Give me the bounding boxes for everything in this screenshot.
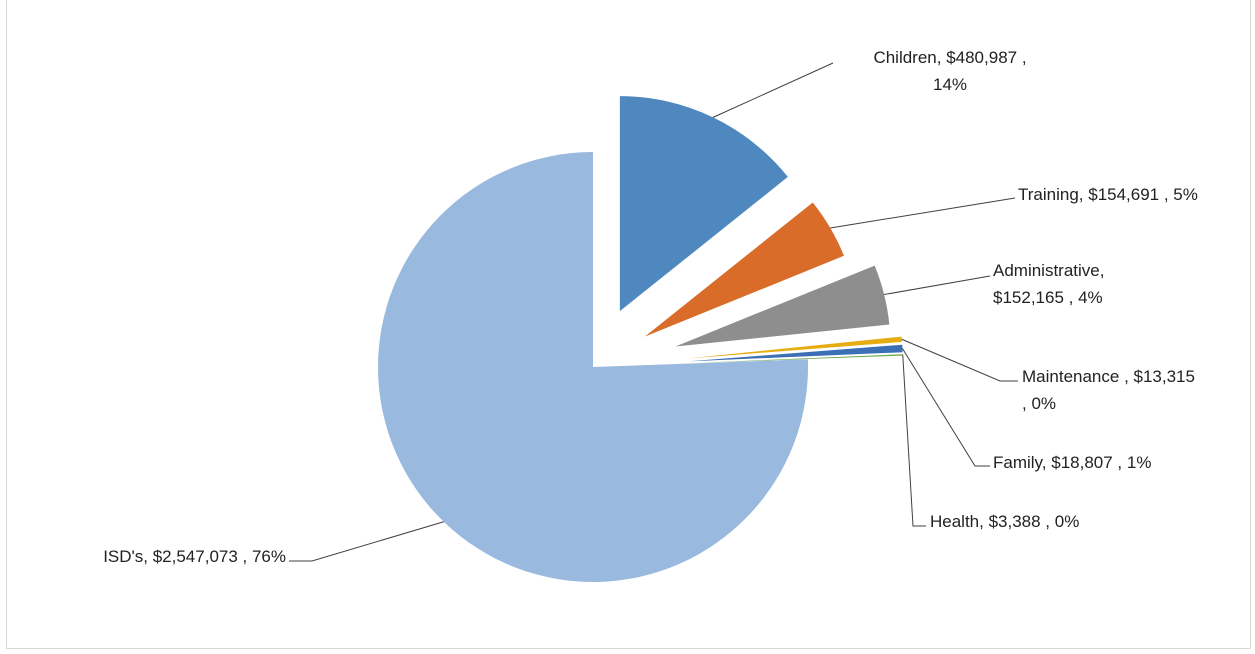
pie-slice-family: [687, 344, 903, 362]
leader-line-maintenance: [901, 338, 1018, 382]
leader-line-isd-s: [289, 521, 444, 562]
leader-line-training: [830, 197, 1016, 229]
pie-slice-health: [687, 354, 903, 364]
leader-line-children: [712, 62, 834, 118]
data-label-training: Training, $154,691 , 5%: [1018, 185, 1198, 204]
data-label-line: Training, $154,691 , 5%: [1018, 185, 1198, 204]
leader-line-administrative: [884, 275, 991, 296]
data-label-line: Administrative,: [993, 261, 1104, 280]
data-label-line: $152,165 , 4%: [993, 288, 1103, 307]
pie-slice-administrative: [675, 265, 890, 347]
data-label-line: , 0%: [1022, 394, 1056, 413]
data-label-health: Health, $3,388 , 0%: [930, 512, 1079, 531]
data-label-children: Children, $480,987 , 14%: [873, 48, 1026, 94]
data-label-maintenance: Maintenance , $13,315 , 0%: [1022, 367, 1195, 413]
data-label-line: 14%: [933, 75, 967, 94]
data-label-line: Children, $480,987 ,: [873, 48, 1026, 67]
data-label-line: ISD's, $2,547,073 , 76%: [103, 547, 286, 566]
data-label-line: Family, $18,807 , 1%: [993, 453, 1151, 472]
pie-slice-children: [619, 96, 788, 312]
leader-line-health: [902, 354, 926, 527]
pie-slice-isd-s: [378, 152, 808, 582]
pie-slice-maintenance: [687, 336, 902, 359]
data-label-line: Health, $3,388 , 0%: [930, 512, 1079, 531]
data-label-line: Maintenance , $13,315: [1022, 367, 1195, 386]
leader-line-family: [902, 348, 990, 467]
pie-slice-training: [644, 202, 844, 337]
data-label-administrative: Administrative, $152,165 , 4%: [993, 261, 1104, 307]
data-label-isd-s: ISD's, $2,547,073 , 76%: [103, 547, 286, 566]
data-label-family: Family, $18,807 , 1%: [993, 453, 1151, 472]
